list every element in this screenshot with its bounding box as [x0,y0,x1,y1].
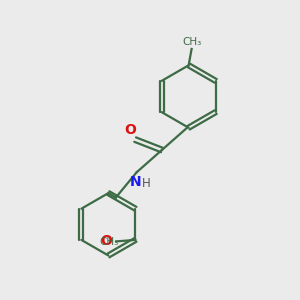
Text: O: O [101,234,112,248]
Text: CH₃: CH₃ [100,237,119,247]
Text: N: N [129,175,141,189]
Text: O: O [124,123,136,136]
Text: H: H [142,177,151,190]
Text: CH₃: CH₃ [182,37,201,47]
